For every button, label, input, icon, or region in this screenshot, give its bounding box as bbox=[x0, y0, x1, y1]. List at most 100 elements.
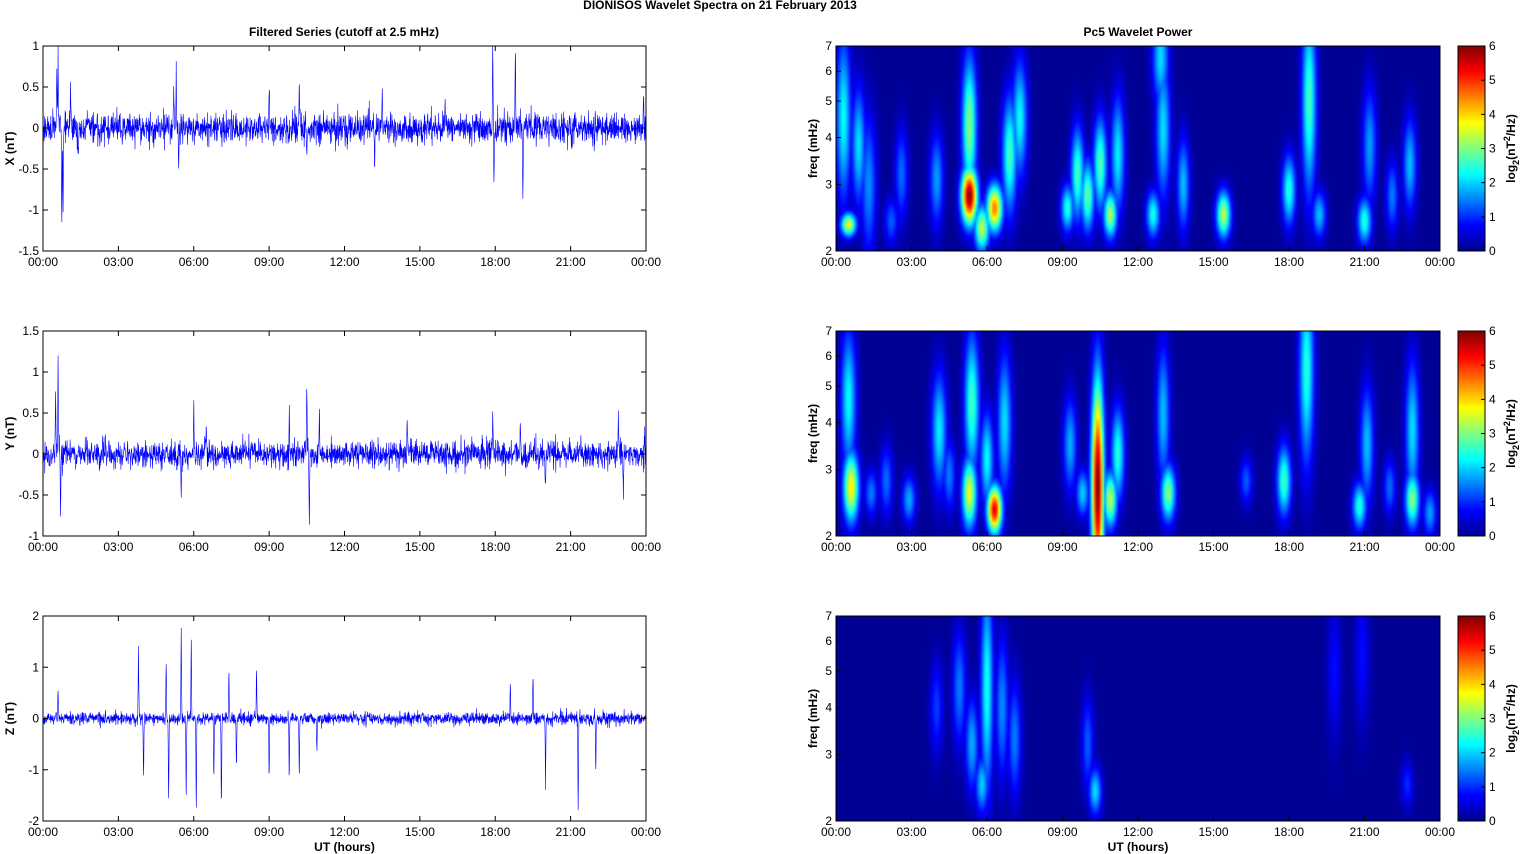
axes-frame bbox=[42, 330, 647, 537]
x-tick-label: 03:00 bbox=[896, 825, 926, 839]
x-tick-label: 21:00 bbox=[1349, 255, 1379, 269]
x-tick-label: 03:00 bbox=[103, 540, 133, 554]
x-tick-label: 09:00 bbox=[1047, 255, 1077, 269]
x-tick-label: 15:00 bbox=[405, 255, 435, 269]
x-tick-label: 15:00 bbox=[405, 540, 435, 554]
y-tick-label: 1 bbox=[32, 660, 39, 674]
y-tick-label: 6 bbox=[825, 349, 832, 363]
figure-suptitle: DIONISOS Wavelet Spectra on 21 February … bbox=[583, 0, 857, 12]
y-axis-label: freq (mHz) bbox=[806, 119, 820, 178]
y-tick-label: -0.5 bbox=[18, 162, 39, 176]
x-tick-label: 00:00 bbox=[631, 255, 661, 269]
colorbar-tick-label: 5 bbox=[1489, 643, 1496, 657]
x-tick-label: 06:00 bbox=[972, 540, 1002, 554]
wavelet-power-image bbox=[836, 46, 1440, 251]
x-tick-label: 12:00 bbox=[1123, 255, 1153, 269]
x-tick-label: 00:00 bbox=[821, 255, 851, 269]
y-tick-label: 7 bbox=[825, 609, 832, 623]
y-tick-label: -1 bbox=[28, 203, 39, 217]
series-trace bbox=[42, 355, 647, 525]
x-tick-label: 21:00 bbox=[1349, 540, 1379, 554]
x-tick-label: 03:00 bbox=[896, 255, 926, 269]
series-trace bbox=[42, 45, 647, 223]
y-axis-label: Z (nT) bbox=[3, 702, 17, 735]
colorbar bbox=[1457, 615, 1486, 822]
x-tick-label: 00:00 bbox=[1425, 255, 1455, 269]
x-tick-label: 00:00 bbox=[631, 825, 661, 839]
series-trace bbox=[42, 628, 647, 811]
z-series-panel: -2 -1 0 1 2 00:00 03:00 06:00 09:00 12:00 15:00 18:… bbox=[3, 609, 661, 854]
x-tick-label: 12:00 bbox=[329, 255, 359, 269]
x-tick-label: 18:00 bbox=[480, 255, 510, 269]
y-tick-label: -1.5 bbox=[18, 244, 39, 258]
colorbar bbox=[1457, 330, 1486, 537]
x-tick-label: 18:00 bbox=[1274, 540, 1304, 554]
x-tick-label: 15:00 bbox=[405, 825, 435, 839]
x-tick-label: 06:00 bbox=[972, 825, 1002, 839]
colorbar-tick-label: 4 bbox=[1489, 107, 1496, 121]
y-tick-label: 5 bbox=[825, 379, 832, 393]
wavelet-power-image bbox=[836, 331, 1440, 536]
y-tick-label: -2 bbox=[28, 814, 39, 828]
colorbar-tick-label: 0 bbox=[1489, 244, 1496, 258]
x-tick-label: 15:00 bbox=[1198, 540, 1228, 554]
y-tick-label: 4 bbox=[825, 416, 832, 430]
x-tick-label: 00:00 bbox=[1425, 540, 1455, 554]
y-tick-label: 3 bbox=[825, 178, 832, 192]
colorbar-tick-label: 3 bbox=[1489, 427, 1496, 441]
y-series-panel: -1 -0.5 0 0.5 1 1.5 00:00 03:00 06:00 09:00 12:00 1… bbox=[3, 324, 661, 554]
y-tick-label: 4 bbox=[825, 131, 832, 145]
y-axis-label: X (nT) bbox=[3, 132, 17, 166]
x-tick-label: 00:00 bbox=[821, 825, 851, 839]
y-tick-label: 2 bbox=[825, 814, 832, 828]
y-tick-label: 1 bbox=[32, 365, 39, 379]
x-tick-label: 12:00 bbox=[329, 540, 359, 554]
y-tick-label: 4 bbox=[825, 701, 832, 715]
y-tick-label: 3 bbox=[825, 463, 832, 477]
x-tick-label: 18:00 bbox=[480, 540, 510, 554]
colorbar-tick-label: 0 bbox=[1489, 814, 1496, 828]
colorbar-tick-label: 6 bbox=[1489, 39, 1496, 53]
colorbar-tick-label: 2 bbox=[1489, 176, 1496, 190]
y-tick-label: 2 bbox=[825, 529, 832, 543]
colorbar-label: log2(nT2/Hz) bbox=[1502, 684, 1521, 753]
y-tick-label: 1.5 bbox=[22, 324, 39, 338]
y-tick-label: 3 bbox=[825, 748, 832, 762]
x-tick-label: 06:00 bbox=[972, 255, 1002, 269]
x-tick-label: 21:00 bbox=[556, 540, 586, 554]
y-tick-label: 2 bbox=[32, 609, 39, 623]
wavelet-power-image bbox=[836, 616, 1440, 821]
x-tick-label: 00:00 bbox=[28, 255, 58, 269]
colorbar-tick-label: 2 bbox=[1489, 746, 1496, 760]
x-tick-label: 06:00 bbox=[179, 540, 209, 554]
colorbar-tick-label: 2 bbox=[1489, 461, 1496, 475]
colorbar-tick-label: 0 bbox=[1489, 529, 1496, 543]
x-tick-label: 06:00 bbox=[179, 825, 209, 839]
colorbar-tick-label: 6 bbox=[1489, 609, 1496, 623]
y-axis-label: freq (mHz) bbox=[806, 404, 820, 463]
x-tick-label: 18:00 bbox=[1274, 825, 1304, 839]
y-tick-label: 0 bbox=[32, 712, 39, 726]
colorbar-label: log2(nT2/Hz) bbox=[1502, 399, 1521, 468]
x-tick-label: 09:00 bbox=[254, 825, 284, 839]
colorbar-tick-label: 1 bbox=[1489, 495, 1496, 509]
y-tick-label: 5 bbox=[825, 94, 832, 108]
x-tick-label: 18:00 bbox=[1274, 255, 1304, 269]
x-tick-label: 21:00 bbox=[556, 255, 586, 269]
x-tick-label: 00:00 bbox=[28, 825, 58, 839]
x-tick-label: 09:00 bbox=[254, 540, 284, 554]
y-tick-label: 2 bbox=[825, 244, 832, 258]
y-wavelet-power-panel: 2 3 4 5 6 7 00:00 03:00 06:00 09:00 12:00 15:00 18:0… bbox=[806, 324, 1521, 554]
y-tick-label: 7 bbox=[825, 39, 832, 53]
axes-frame bbox=[42, 45, 647, 252]
x-tick-label: 12:00 bbox=[1123, 540, 1153, 554]
x-tick-label: 00:00 bbox=[1425, 825, 1455, 839]
colorbar bbox=[1457, 45, 1486, 252]
left-column-title: Filtered Series (cutoff at 2.5 mHz) bbox=[249, 25, 439, 39]
y-axis-label: Y (nT) bbox=[3, 417, 17, 451]
x-tick-label: 09:00 bbox=[254, 255, 284, 269]
colorbar-tick-label: 5 bbox=[1489, 73, 1496, 87]
colorbar-tick-label: 4 bbox=[1489, 392, 1496, 406]
y-tick-label: 0 bbox=[32, 447, 39, 461]
